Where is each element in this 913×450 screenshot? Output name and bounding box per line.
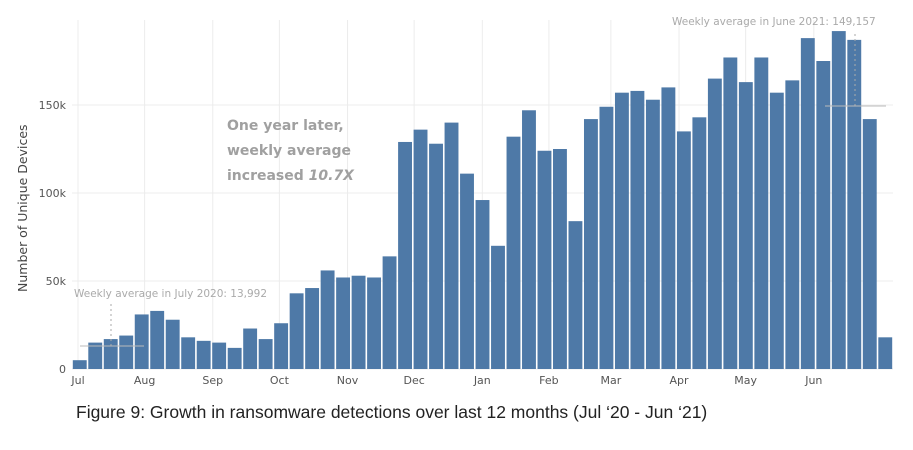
bar [429, 143, 443, 369]
bar [831, 31, 846, 370]
bar [816, 61, 831, 369]
bar [88, 342, 103, 369]
y-tick-label: 0 [59, 363, 66, 376]
bar [800, 38, 815, 370]
bar [614, 92, 629, 370]
bar-chart: 0 50k 100k 150k Jul Aug Sep Oct Nov Dec Jan Feb Mar… [15, 16, 893, 387]
bar [243, 328, 258, 369]
bar [769, 92, 784, 370]
bar [847, 39, 862, 369]
headline-line-2: weekly average [227, 143, 351, 159]
x-tick-label: Dec [403, 374, 424, 387]
y-axis-ticks: 0 50k 100k 150k [39, 99, 67, 376]
bar [878, 337, 893, 369]
headline-line-1: One year later, [227, 118, 344, 134]
july-average-label: Weekly average in July 2020: 13,992 [74, 288, 267, 300]
bar [398, 141, 412, 369]
bar [336, 277, 351, 369]
bar [367, 277, 382, 369]
bar [196, 340, 211, 369]
x-tick-label: Jun [804, 374, 822, 387]
figure-caption: Figure 9: Growth in ransomware detection… [76, 402, 708, 422]
x-tick-label: Mar [600, 374, 621, 387]
bar [661, 87, 676, 370]
bar [723, 57, 738, 369]
bar [212, 342, 227, 369]
bar [522, 110, 536, 369]
bar [274, 323, 289, 369]
bar [568, 221, 583, 369]
x-tick-label: Aug [134, 374, 155, 387]
x-tick-label: Nov [337, 374, 359, 387]
july-average-annotation: Weekly average in July 2020: 13,992 [74, 288, 267, 347]
bar [491, 245, 505, 369]
bar [103, 339, 118, 369]
bar [537, 150, 552, 369]
bar [227, 347, 242, 369]
bar [645, 99, 660, 369]
x-tick-label: Feb [539, 374, 558, 387]
bar [707, 78, 722, 369]
bar [599, 106, 614, 369]
june-average-annotation: Weekly average in June 2021: 149,157 [672, 16, 886, 107]
bar [785, 80, 800, 370]
bar [289, 293, 304, 369]
bar [553, 149, 567, 369]
bar [181, 337, 196, 369]
bar [305, 288, 320, 369]
bar [150, 310, 165, 369]
x-tick-label: Jul [70, 374, 84, 387]
bar [506, 136, 521, 369]
bar [134, 314, 149, 369]
bar [862, 119, 877, 369]
bar [119, 335, 134, 369]
x-tick-label: Sep [202, 374, 223, 387]
bar [676, 131, 691, 369]
bar [258, 339, 273, 369]
bar [754, 57, 769, 369]
x-tick-label: Oct [270, 374, 290, 387]
bar [72, 360, 87, 369]
bar [475, 200, 490, 369]
bar [320, 270, 335, 369]
x-tick-label: May [734, 374, 757, 387]
bar [738, 82, 753, 370]
bar-series [72, 31, 893, 370]
bar [630, 90, 645, 370]
bar [444, 122, 459, 369]
y-tick-label: 50k [46, 275, 67, 288]
bar [583, 119, 598, 369]
bar [351, 275, 366, 369]
y-tick-label: 100k [39, 187, 67, 200]
bar [165, 319, 180, 369]
bar [692, 117, 707, 369]
bar [413, 129, 428, 369]
x-tick-label: Apr [670, 374, 690, 387]
y-tick-label: 150k [39, 99, 67, 112]
x-axis-ticks: Jul Aug Sep Oct Nov Dec Jan Feb Mar Apr May Jun [70, 374, 822, 387]
bar [382, 256, 397, 369]
x-tick-label: Jan [473, 374, 491, 387]
bar [460, 173, 474, 369]
headline-line-3: increased 10.7X [227, 168, 355, 184]
y-axis-label: Number of Unique Devices [15, 124, 30, 292]
headline-annotation: One year later, weekly average increased… [227, 118, 355, 184]
june-average-label: Weekly average in June 2021: 149,157 [672, 16, 876, 28]
